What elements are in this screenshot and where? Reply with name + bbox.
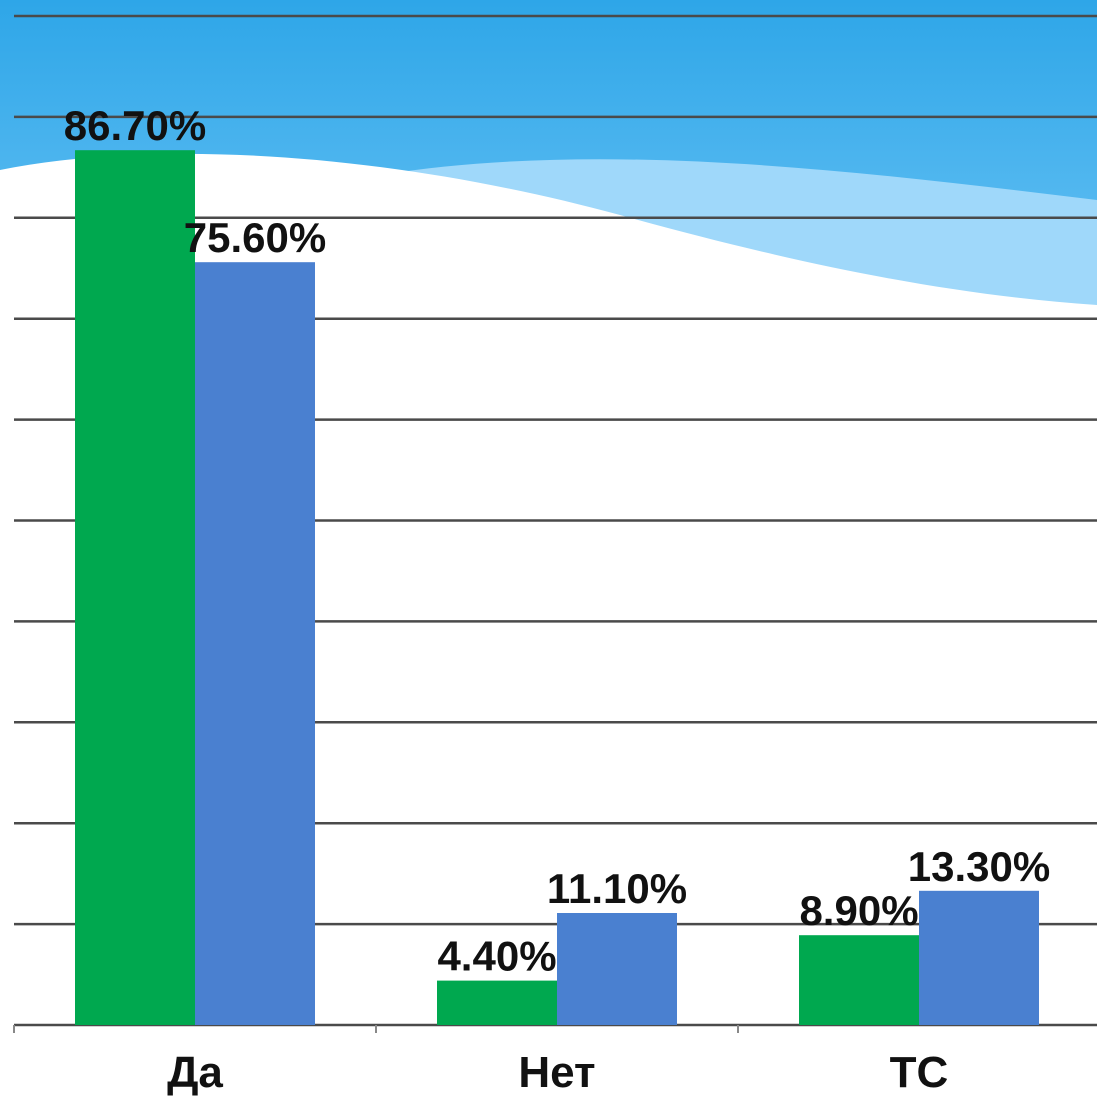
x-tick-label: ТС: [890, 1048, 949, 1096]
bar: [799, 935, 919, 1025]
wave-light: [380, 159, 1097, 320]
data-label: 11.10%: [547, 865, 687, 912]
data-label: 4.40%: [437, 933, 556, 980]
bar: [919, 890, 1039, 1025]
bar: [75, 150, 195, 1025]
bar: [437, 980, 557, 1025]
x-tick-label: Нет: [518, 1048, 595, 1096]
bar: [557, 913, 677, 1025]
data-label: 13.30%: [908, 843, 1050, 890]
data-label: 75.60%: [184, 214, 326, 261]
x-tick-label: Да: [167, 1048, 223, 1096]
data-label: 8.90%: [799, 887, 918, 934]
bar: [195, 262, 315, 1025]
data-label: 86.70%: [64, 102, 206, 149]
